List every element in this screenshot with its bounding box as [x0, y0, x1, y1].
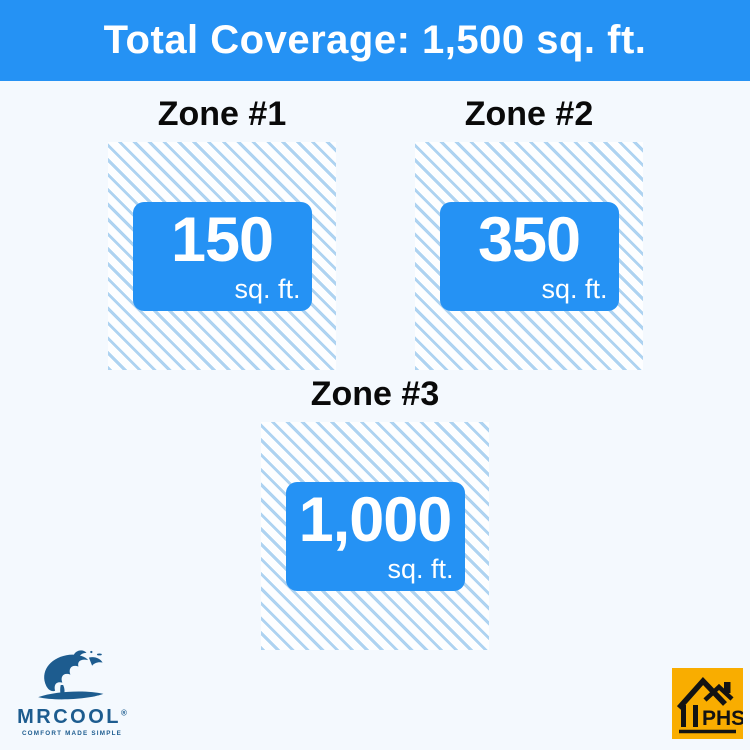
zone-3-title: Zone #3	[310, 375, 440, 413]
zone-3-coverage-area: 1,000 sq. ft.	[261, 422, 489, 650]
house-roof-icon: PHS	[672, 668, 743, 739]
phs-label: PHS	[702, 707, 743, 730]
zone-1-value: 150	[170, 205, 274, 275]
header-banner: Total Coverage: 1,500 sq. ft.	[0, 0, 750, 81]
zone-3-badge: 1,000 sq. ft.	[285, 481, 465, 591]
zone-1-coverage-area: 150 sq. ft.	[108, 142, 336, 370]
zone-2-value: 350	[477, 205, 581, 275]
zone-2-badge: 350 sq. ft.	[439, 201, 619, 311]
zone-3-value: 1,000	[298, 485, 453, 555]
zone-2-title: Zone #2	[464, 95, 594, 133]
total-coverage-title: Total Coverage: 1,500 sq. ft.	[103, 18, 647, 62]
zone-2-coverage-area: 350 sq. ft.	[415, 142, 643, 370]
zone-2-unit: sq. ft.	[541, 274, 608, 304]
zone-1-unit: sq. ft.	[234, 274, 301, 304]
zone-2: Zone #2 350 sq. ft.	[415, 94, 643, 370]
mrcool-tagline: COMFORT MADE SIMPLE	[21, 730, 123, 737]
zone-1-badge: 150 sq. ft.	[132, 201, 312, 311]
mrcool-logo: MRCOOL® COMFORT MADE SIMPLE	[8, 648, 136, 737]
phs-logo: PHS	[672, 668, 743, 739]
registered-mark: ®	[120, 708, 127, 718]
mrcool-wordmark-text: MRCOOL	[17, 706, 121, 728]
zone-1-title: Zone #1	[157, 95, 287, 133]
mrcool-wordmark: MRCOOL®	[8, 707, 136, 727]
zone-3-unit: sq. ft.	[387, 554, 454, 584]
zone-1: Zone #1 150 sq. ft.	[108, 94, 336, 370]
zone-3: Zone #3 1,000 sq. ft.	[261, 374, 489, 650]
polar-bear-icon	[8, 648, 136, 706]
